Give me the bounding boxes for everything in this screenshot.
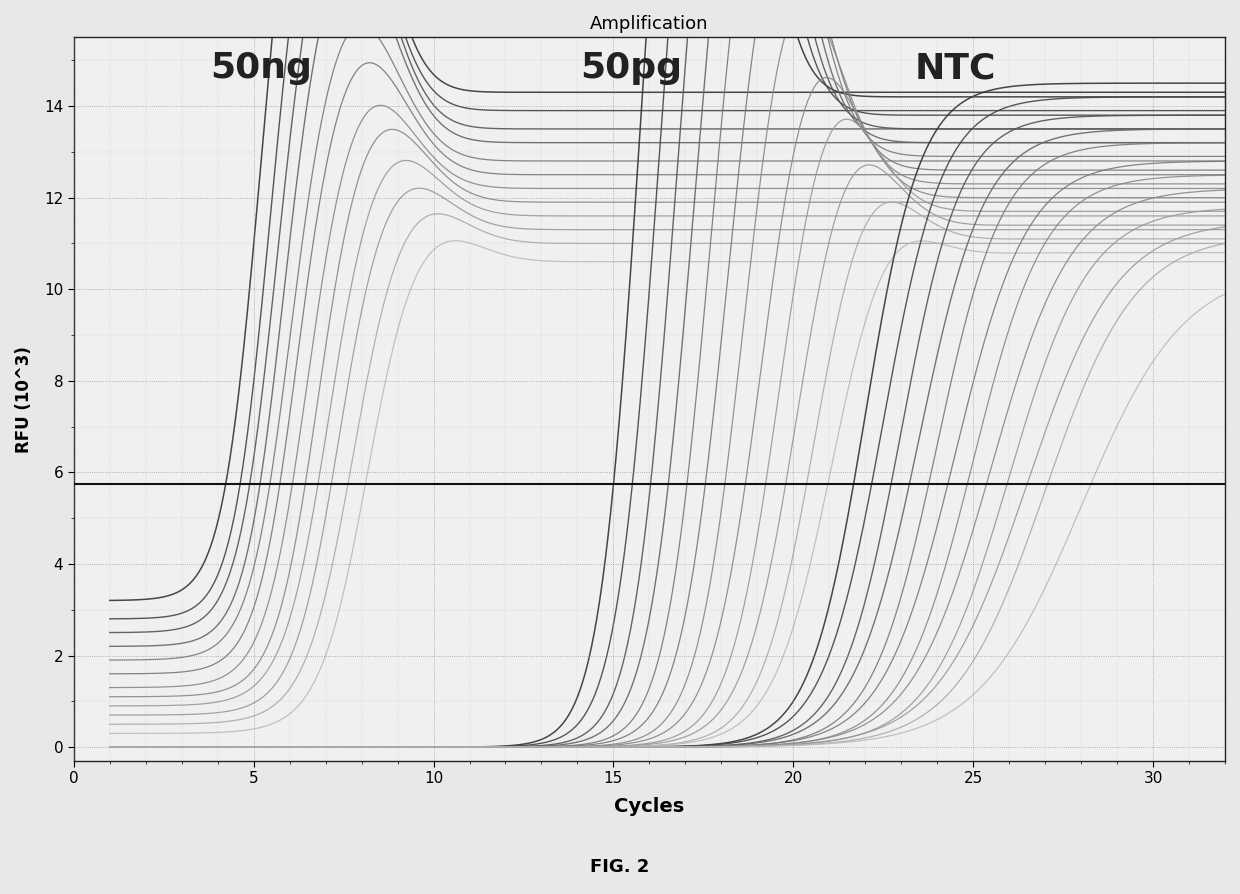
Text: 50pg: 50pg [580, 51, 682, 85]
Text: FIG. 2: FIG. 2 [590, 858, 650, 876]
Title: Amplification: Amplification [590, 15, 708, 33]
Text: 50ng: 50ng [210, 51, 311, 85]
X-axis label: Cycles: Cycles [614, 797, 684, 816]
Y-axis label: RFU (10^3): RFU (10^3) [15, 346, 33, 452]
Text: NTC: NTC [914, 51, 996, 85]
